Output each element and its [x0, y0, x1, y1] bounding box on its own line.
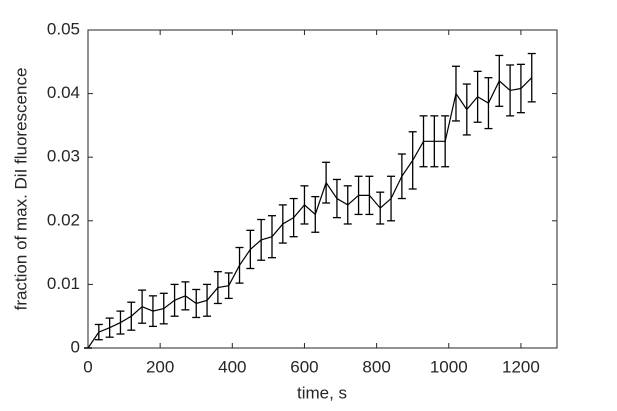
x-tick-label: 0	[83, 357, 92, 376]
y-tick-label: 0	[71, 337, 80, 356]
y-tick-label: 0.01	[47, 274, 80, 293]
x-tick-label: 200	[146, 357, 174, 376]
y-axis-label: fraction of max. DiI fluorescence	[11, 68, 30, 311]
y-tick-label: 0.03	[47, 147, 80, 166]
x-tick-label: 400	[218, 357, 246, 376]
x-tick-label: 600	[290, 357, 318, 376]
x-tick-label: 1200	[502, 357, 540, 376]
x-axis-label: time, s	[297, 383, 347, 402]
y-tick-label: 0.05	[47, 19, 80, 38]
y-tick-label: 0.02	[47, 210, 80, 229]
plot-box	[87, 29, 558, 349]
data-line	[87, 77, 533, 349]
y-tick-label: 0.04	[47, 83, 80, 102]
x-tick-label: 800	[362, 357, 390, 376]
x-tick-label: 1000	[430, 357, 468, 376]
